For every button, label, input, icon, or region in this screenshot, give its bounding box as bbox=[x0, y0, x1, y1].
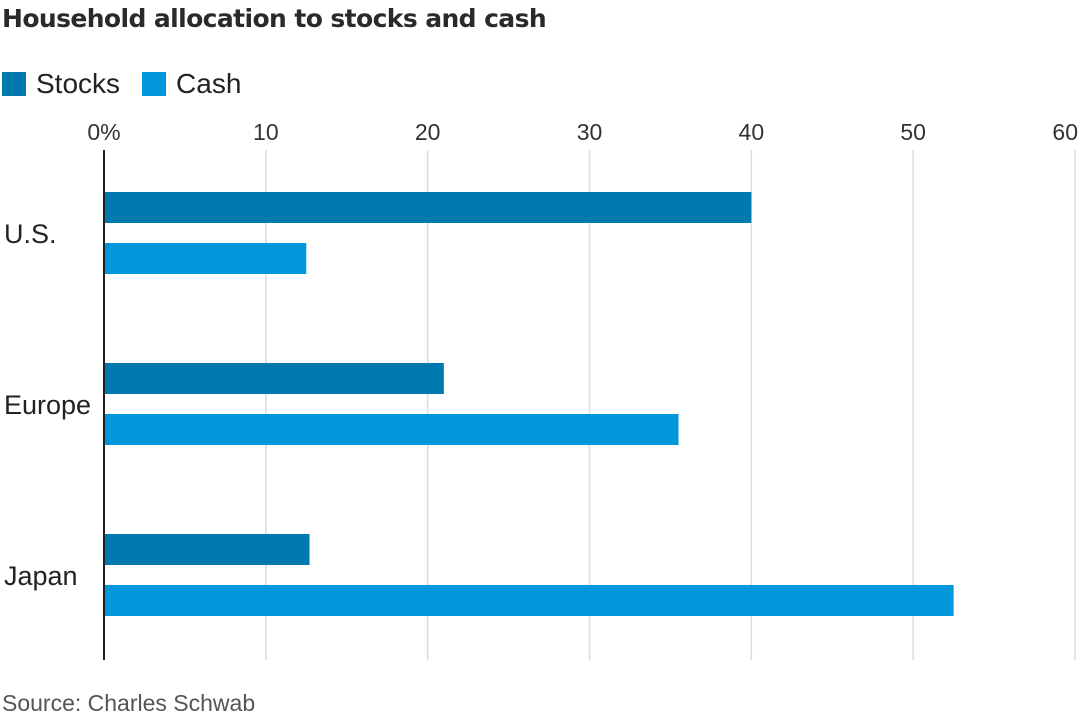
category-label-japan: Japan bbox=[4, 561, 78, 591]
gridlines bbox=[265, 150, 1076, 660]
x-tick-label-60: 60 bbox=[1052, 119, 1078, 145]
x-tick-label-10: 10 bbox=[253, 119, 279, 145]
legend-label-cash: Cash bbox=[176, 68, 242, 99]
x-tick-label-0: 0% bbox=[87, 119, 120, 145]
category-label-us: U.S. bbox=[4, 219, 57, 249]
category-labels: U.S. Europe Japan bbox=[4, 219, 91, 591]
bar-cash-japan bbox=[104, 585, 954, 616]
bar-stocks-europe bbox=[104, 363, 444, 394]
x-tick-label-30: 30 bbox=[577, 119, 603, 145]
legend-swatch-stocks bbox=[2, 72, 26, 96]
x-axis-tick-labels: 0% 10 20 30 40 50 60 bbox=[87, 119, 1078, 145]
legend-swatch-cash bbox=[142, 72, 167, 96]
bar-stocks-japan bbox=[104, 534, 310, 565]
x-tick-label-40: 40 bbox=[739, 119, 765, 145]
legend: Stocks Cash bbox=[2, 68, 263, 100]
bar-cash-us bbox=[104, 243, 307, 274]
x-tick-label-50: 50 bbox=[900, 119, 926, 145]
chart-title: Household allocation to stocks and cash bbox=[2, 4, 547, 33]
legend-item-stocks: Stocks bbox=[2, 68, 120, 100]
category-label-europe: Europe bbox=[4, 390, 91, 420]
bar-stocks-us bbox=[104, 192, 752, 223]
legend-item-cash: Cash bbox=[142, 68, 241, 100]
x-tick-label-20: 20 bbox=[415, 119, 441, 145]
source-note: Source: Charles Schwab bbox=[2, 690, 256, 716]
bars bbox=[104, 192, 954, 616]
bar-cash-europe bbox=[104, 414, 679, 445]
legend-label-stocks: Stocks bbox=[36, 68, 121, 99]
